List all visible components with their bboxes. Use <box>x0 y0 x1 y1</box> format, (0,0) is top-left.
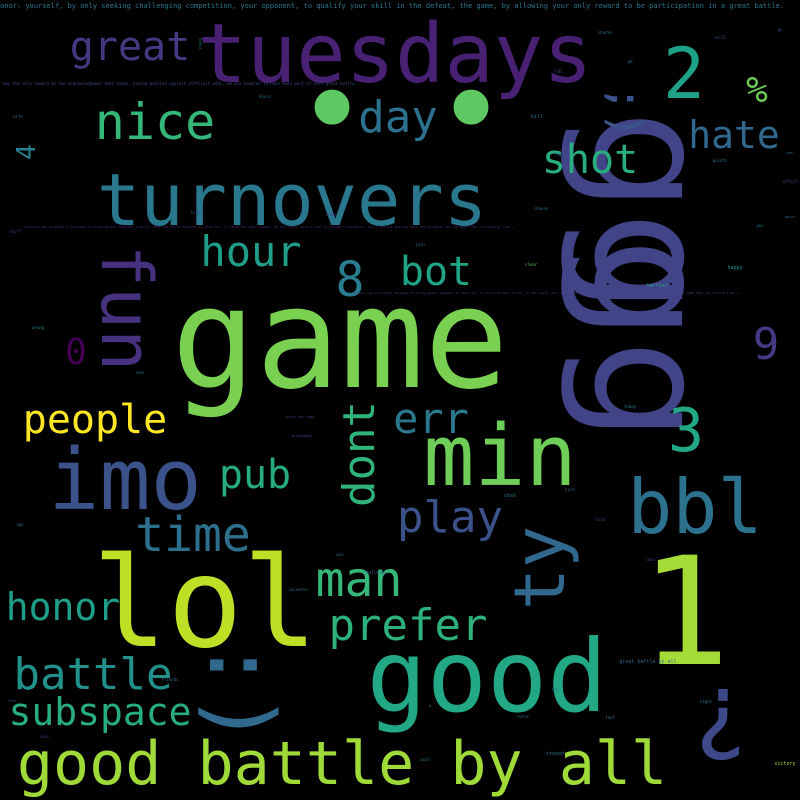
word-tiny-sharks: sharks <box>597 30 613 35</box>
word-man: man <box>315 552 403 608</box>
word-tiny-happy: happy <box>727 264 743 271</box>
word-hate: hate <box>688 113 780 157</box>
word-min: min <box>423 406 577 506</box>
word-honor: honor <box>5 585 121 629</box>
word-two: 2 <box>662 33 706 115</box>
word-tiny-wrong: wrong <box>31 325 45 330</box>
word-tiny-challenge: challenge <box>364 570 386 575</box>
word-shot: shot <box>541 137 639 183</box>
word-imo: imo <box>48 430 202 530</box>
word-tiny-gn: gn <box>777 27 783 32</box>
word-tiny-lose: lose <box>645 557 655 562</box>
word-question: ? <box>693 665 751 776</box>
word-tiny-wait: wait <box>420 757 430 762</box>
word-tiny-attachment: attachment <box>291 434 313 439</box>
word-tiny-sorry: sorry for caps <box>285 415 315 420</box>
word-tiny-today: today <box>623 404 637 409</box>
word-gg-bottom: gg <box>557 238 744 442</box>
word-tiny-honor: honor <box>197 37 203 51</box>
word-tiny-high: high <box>191 210 201 215</box>
word-tiny-stuff: stuff <box>8 229 22 234</box>
word-tuesdays: tuesdays <box>197 7 593 102</box>
word-tiny-points: points <box>712 158 728 163</box>
word-tiny-real: real <box>785 151 795 156</box>
word-tiny-sure: sure <box>565 487 575 492</box>
word-four: 4 <box>12 144 42 160</box>
word-header-text: honor: yourself, by only seeking challen… <box>0 1 785 10</box>
word-tiny-stoned: stoned <box>545 750 565 757</box>
word-tiny-kill: kill <box>530 113 544 120</box>
word-day: day <box>358 92 438 143</box>
word-tiny-victory: victory <box>774 760 796 767</box>
word-tiny-fast: fast <box>605 715 615 720</box>
word-dot-left: • <box>296 42 368 181</box>
word-err: err <box>393 394 469 443</box>
word-one: 1 <box>639 526 731 700</box>
word-lol: lol <box>92 530 318 676</box>
word-tiny-skill: skill <box>713 35 727 40</box>
word-tiny-win: win <box>336 552 344 557</box>
word-tiny-hours: hours <box>258 94 272 99</box>
word-eight: 8 <box>335 252 365 308</box>
word-subspace: subspace <box>8 690 192 734</box>
word-dot-right: • <box>435 42 507 181</box>
word-hour: hour <box>200 227 302 276</box>
word-good: good <box>366 618 608 735</box>
word-line-subspace-2: subspace was originally designed to brin… <box>350 290 740 295</box>
word-nine: 9 <box>752 319 780 370</box>
word-dont: dont <box>334 401 385 507</box>
word-bbl: bbl <box>627 462 763 551</box>
word-tiny-live: live <box>39 734 49 739</box>
word-bot: bot <box>399 249 473 295</box>
word-line-subspace-1: subspace was originally designed to brin… <box>24 225 516 230</box>
word-fun: fun <box>85 244 167 372</box>
word-tiny-pm: pm <box>627 59 633 64</box>
word-wink: ;) <box>598 85 650 139</box>
word-tiny-told: told <box>595 517 605 522</box>
word-prefer: prefer <box>328 600 488 651</box>
word-tiny-yes: yes <box>756 223 764 228</box>
word-pub: pub <box>218 452 292 498</box>
word-time: time <box>135 507 251 563</box>
word-tiny-free: free <box>7 699 17 704</box>
word-tiny-universe: universe <box>288 587 308 592</box>
word-ty: ty <box>498 525 581 611</box>
word-tiny-terrier: terrier <box>646 282 668 289</box>
word-percent: % <box>746 70 768 111</box>
word-tiny-lag: lag <box>551 687 559 692</box>
word-tiny-ugh: ugh <box>16 522 24 527</box>
word-tiny-mod: mod <box>136 370 144 375</box>
word-tiny-lol: lol <box>554 68 564 75</box>
word-tiny-wife: wife <box>13 114 23 119</box>
word-line-acknowledgment: may the only reward be the acknowledgmen… <box>2 81 357 86</box>
word-turnovers: turnovers <box>96 158 488 242</box>
word-tiny-great-battle: great battle by all <box>619 658 677 665</box>
word-nice: nice <box>94 93 216 151</box>
word-tiny-rules: rules <box>516 714 530 719</box>
word-battle: battle <box>13 649 173 700</box>
word-tiny-damn: damn <box>326 212 336 217</box>
word-great: great <box>69 24 191 70</box>
word-people: people <box>22 397 168 443</box>
word-game: game <box>171 258 509 421</box>
word-zero: 0 <box>65 332 87 373</box>
word-tiny-friends: friends <box>161 677 179 682</box>
word-tiny-hope: hope <box>555 152 565 157</box>
word-three: 3 <box>667 396 705 466</box>
word-tiny-join: join <box>415 242 425 247</box>
word-tiny-choose: choose <box>533 206 549 211</box>
word-tiny-night: night <box>699 699 713 704</box>
word-good-battle-by-all: good battle by all <box>16 729 668 799</box>
word-tiny-chat: chat <box>503 492 517 499</box>
word-tiny-point: point <box>784 215 796 220</box>
word-tiny-u: u <box>428 703 432 708</box>
word-tiny-clear: clear <box>524 262 538 267</box>
word-play: play <box>397 492 503 543</box>
word-tiny-effect: effect <box>782 179 798 184</box>
